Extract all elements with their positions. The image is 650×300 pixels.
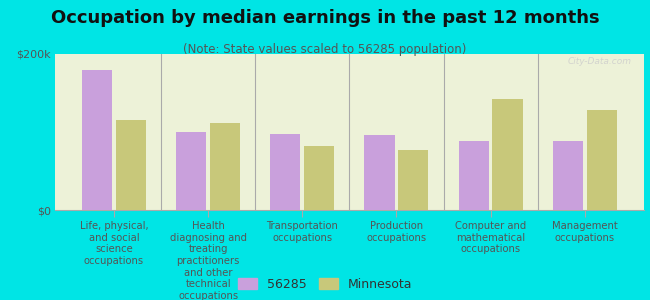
Text: (Note: State values scaled to 56285 population): (Note: State values scaled to 56285 popu… (183, 44, 467, 56)
Bar (304, 146, 334, 210)
Bar (398, 150, 428, 210)
Bar (459, 141, 489, 210)
Bar (365, 135, 395, 210)
Text: City-Data.com: City-Data.com (567, 57, 632, 66)
Text: Occupation by median earnings in the past 12 months: Occupation by median earnings in the pas… (51, 9, 599, 27)
Bar (176, 132, 206, 210)
Bar (587, 110, 617, 210)
Bar (493, 99, 523, 210)
Bar (82, 70, 112, 210)
Bar (210, 123, 240, 210)
Bar (270, 134, 300, 210)
Legend: 56285, Minnesota: 56285, Minnesota (238, 278, 412, 291)
Bar (552, 141, 583, 210)
Bar (116, 120, 146, 210)
